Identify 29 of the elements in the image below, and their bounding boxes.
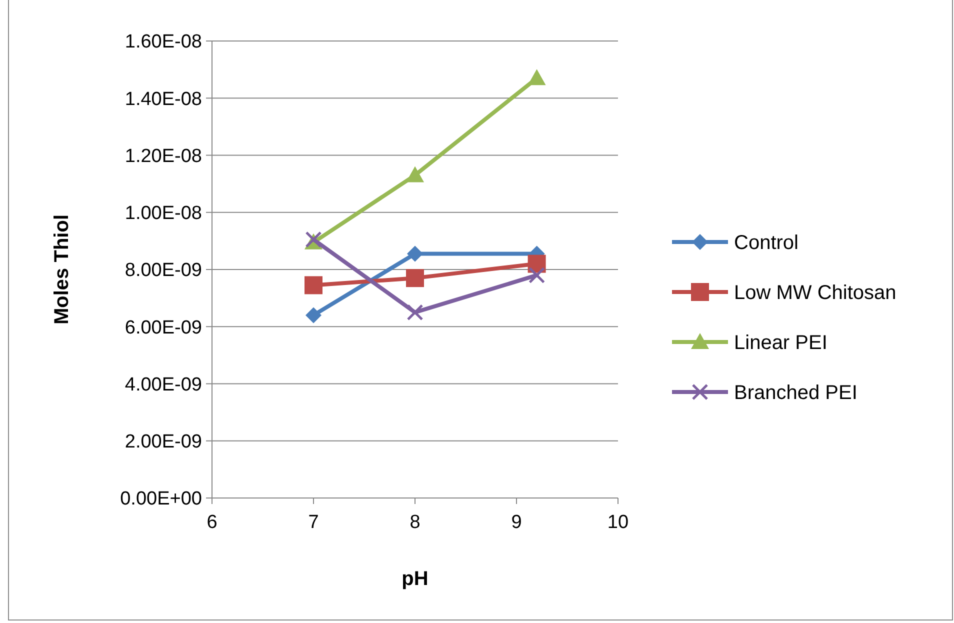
point xyxy=(528,69,546,86)
point xyxy=(528,254,546,273)
point xyxy=(406,304,424,321)
x-axis-title: pH xyxy=(402,568,428,590)
y-tick-label: 2.00E-09 xyxy=(124,432,202,453)
legend-label: Linear PEI xyxy=(734,332,828,354)
y-tick-label: 1.00E-08 xyxy=(124,203,202,224)
y-tick-label: 0.00E+00 xyxy=(120,488,202,510)
x-tick-label: 7 xyxy=(308,512,319,533)
x-tick-label: 9 xyxy=(511,512,522,533)
point xyxy=(304,276,322,294)
legend-label: Control xyxy=(734,232,798,254)
y-tick-label: 1.60E-08 xyxy=(124,32,202,53)
y-tick-label: 4.00E-09 xyxy=(124,374,202,396)
point xyxy=(406,166,424,182)
y-axis-title: Moles Thiol xyxy=(51,214,73,324)
y-tick-label: 6.00E-09 xyxy=(124,317,202,338)
x-tick-label: 10 xyxy=(607,512,629,533)
legend-label: Branched PEI xyxy=(734,382,858,404)
point xyxy=(406,269,424,288)
y-tick-label: 1.20E-08 xyxy=(124,146,202,167)
legend-label: Low MW Chitosan xyxy=(734,282,896,304)
point xyxy=(306,307,322,324)
x-tick-label: 6 xyxy=(206,512,218,533)
y-tick-label: 8.00E-09 xyxy=(124,260,202,282)
y-tick-label: 1.40E-08 xyxy=(124,88,202,110)
point xyxy=(528,266,546,284)
x-tick-label: 8 xyxy=(410,512,420,533)
point xyxy=(407,246,423,262)
